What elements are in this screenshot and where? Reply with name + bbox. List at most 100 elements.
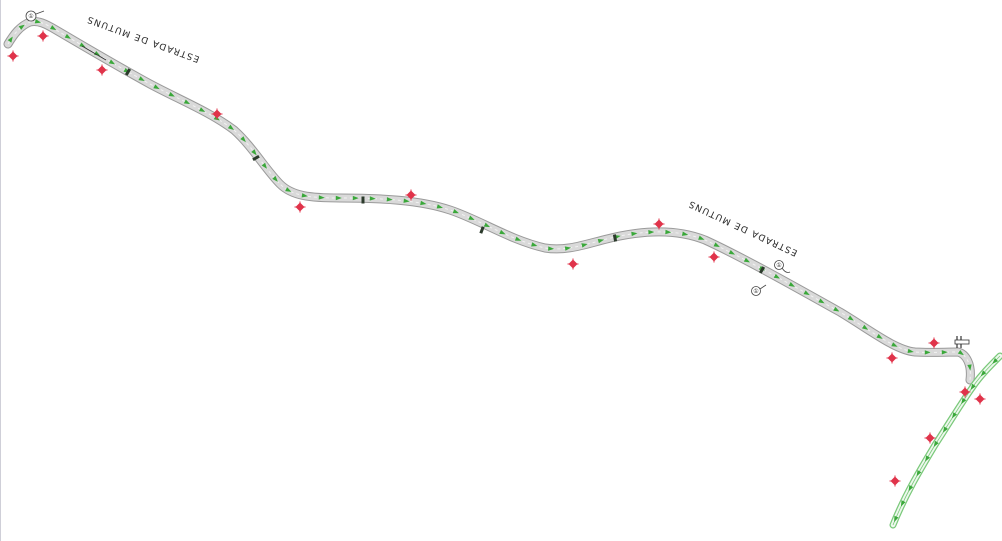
red-diamond-marker-icon[interactable] [567, 258, 579, 270]
direction-arrows [7, 19, 999, 523]
red-diamond-marker-icon[interactable] [974, 393, 986, 405]
direction-arrow-icon [788, 282, 795, 287]
direction-arrow-icon [18, 24, 25, 30]
main-road [3, 17, 975, 385]
direction-arrow-icon [916, 470, 922, 477]
direction-arrow-icon [970, 383, 976, 390]
direction-arrow-icon [907, 348, 914, 354]
side-road-edge [889, 352, 1002, 529]
road-surface [4, 18, 974, 384]
direction-arrow-icon [818, 298, 825, 304]
callout-top-left[interactable]: ① [25, 10, 45, 22]
direction-arrow-icon [386, 197, 393, 202]
direction-arrow-icon [301, 193, 308, 198]
direction-arrow-icon [240, 136, 246, 143]
direction-arrow-icon [894, 515, 899, 523]
callout-mid-lower[interactable]: ① [751, 284, 767, 296]
direction-arrow-icon [924, 350, 931, 355]
side-road-centerline [892, 355, 1001, 526]
side-road-surface [890, 353, 1002, 528]
red-diamond-marker-icon[interactable] [7, 50, 19, 62]
direction-arrow-icon [698, 235, 705, 240]
red-diamond-marker-icon[interactable] [211, 108, 223, 120]
red-diamond-marker-icon[interactable] [708, 251, 720, 263]
red-diamond-marker-icon[interactable] [294, 201, 306, 213]
barrier-icon [361, 196, 365, 204]
direction-arrow-icon [483, 222, 491, 228]
red-diamond-marker-icon[interactable] [889, 475, 901, 487]
crossing-line [81, 45, 107, 61]
direction-arrow-icon [272, 175, 278, 182]
direction-arrow-icon [728, 249, 736, 255]
callout-label: ① [776, 262, 781, 269]
barrier-icon [479, 226, 485, 234]
direction-arrow-icon [908, 485, 914, 492]
direction-arrow-icon [980, 370, 987, 377]
direction-arrow-icon [941, 350, 948, 355]
red-diamond-marker-icon[interactable] [37, 30, 49, 42]
direction-arrow-icon [318, 195, 325, 200]
red-diamond-marker-icon[interactable] [924, 432, 936, 444]
direction-arrow-icon [957, 349, 964, 356]
red-diamond-marker-icon[interactable] [928, 337, 940, 349]
direction-arrow-icon [681, 231, 689, 236]
direction-arrow-icon [168, 91, 175, 97]
direction-arrow-icon [548, 246, 555, 251]
red-diamond-marker-icon[interactable] [653, 218, 665, 230]
road-signs [954, 336, 970, 348]
direction-arrow-icon [64, 33, 71, 39]
barrier-icon [124, 68, 132, 76]
road-barriers [81, 45, 766, 274]
direction-arrow-icon [251, 149, 257, 156]
direction-arrow-icon [648, 230, 655, 235]
direction-arrow-icon [153, 84, 160, 90]
direction-arrow-icon [183, 99, 191, 105]
direction-arrow-icon [452, 209, 460, 214]
callout-label: ① [28, 13, 33, 20]
barrier-icon [612, 234, 618, 242]
direction-arrow-icon [468, 215, 475, 221]
direction-arrow-icon [436, 204, 443, 209]
direction-arrow-icon [335, 195, 342, 201]
direction-arrow-icon [261, 162, 268, 169]
direction-arrow-icon [773, 273, 781, 279]
direction-arrow-icon [861, 324, 869, 330]
lane-marking [7, 21, 971, 381]
road-label-lower: ESTRADA DE MUTUNS [687, 198, 800, 258]
callout-mid-upper[interactable]: ① [774, 260, 791, 273]
barrier-icon [758, 266, 766, 274]
direction-arrow-icon [581, 243, 588, 248]
direction-arrow-icon [108, 59, 116, 65]
direction-arrow-icon [49, 25, 57, 31]
direction-arrow-icon [992, 358, 999, 364]
red-diamond-marker-icon[interactable] [405, 189, 417, 201]
direction-arrow-icon [961, 397, 967, 405]
point-markers[interactable] [7, 30, 986, 487]
barrier-icon [252, 154, 260, 162]
sign-panel [954, 339, 970, 345]
direction-arrow-icon [891, 342, 898, 347]
direction-arrow-icon [597, 239, 605, 244]
direction-arrow-icon [227, 124, 235, 130]
direction-arrow-icon [138, 76, 145, 82]
direction-arrow-icon [951, 412, 958, 419]
direction-arrow-icon [420, 200, 427, 206]
direction-arrow-icon [499, 229, 506, 235]
direction-arrow-icon [285, 187, 292, 192]
direction-arrow-icon [94, 50, 101, 56]
direction-arrow-icon [900, 500, 906, 507]
direction-arrow-icon [933, 440, 939, 448]
direction-arrow-icon [369, 196, 376, 201]
red-diamond-marker-icon[interactable] [959, 386, 971, 398]
direction-arrow-icon [876, 333, 883, 339]
direction-arrow-icon [531, 242, 538, 247]
direction-arrow-icon [34, 19, 42, 24]
red-diamond-marker-icon[interactable] [886, 352, 898, 364]
direction-arrow-icon [7, 36, 13, 43]
direction-arrow-icon [942, 426, 948, 433]
direction-arrow-icon [514, 236, 522, 241]
callout-label: ① [753, 288, 758, 295]
red-diamond-marker-icon[interactable] [96, 64, 108, 76]
direction-arrow-icon [833, 306, 840, 312]
